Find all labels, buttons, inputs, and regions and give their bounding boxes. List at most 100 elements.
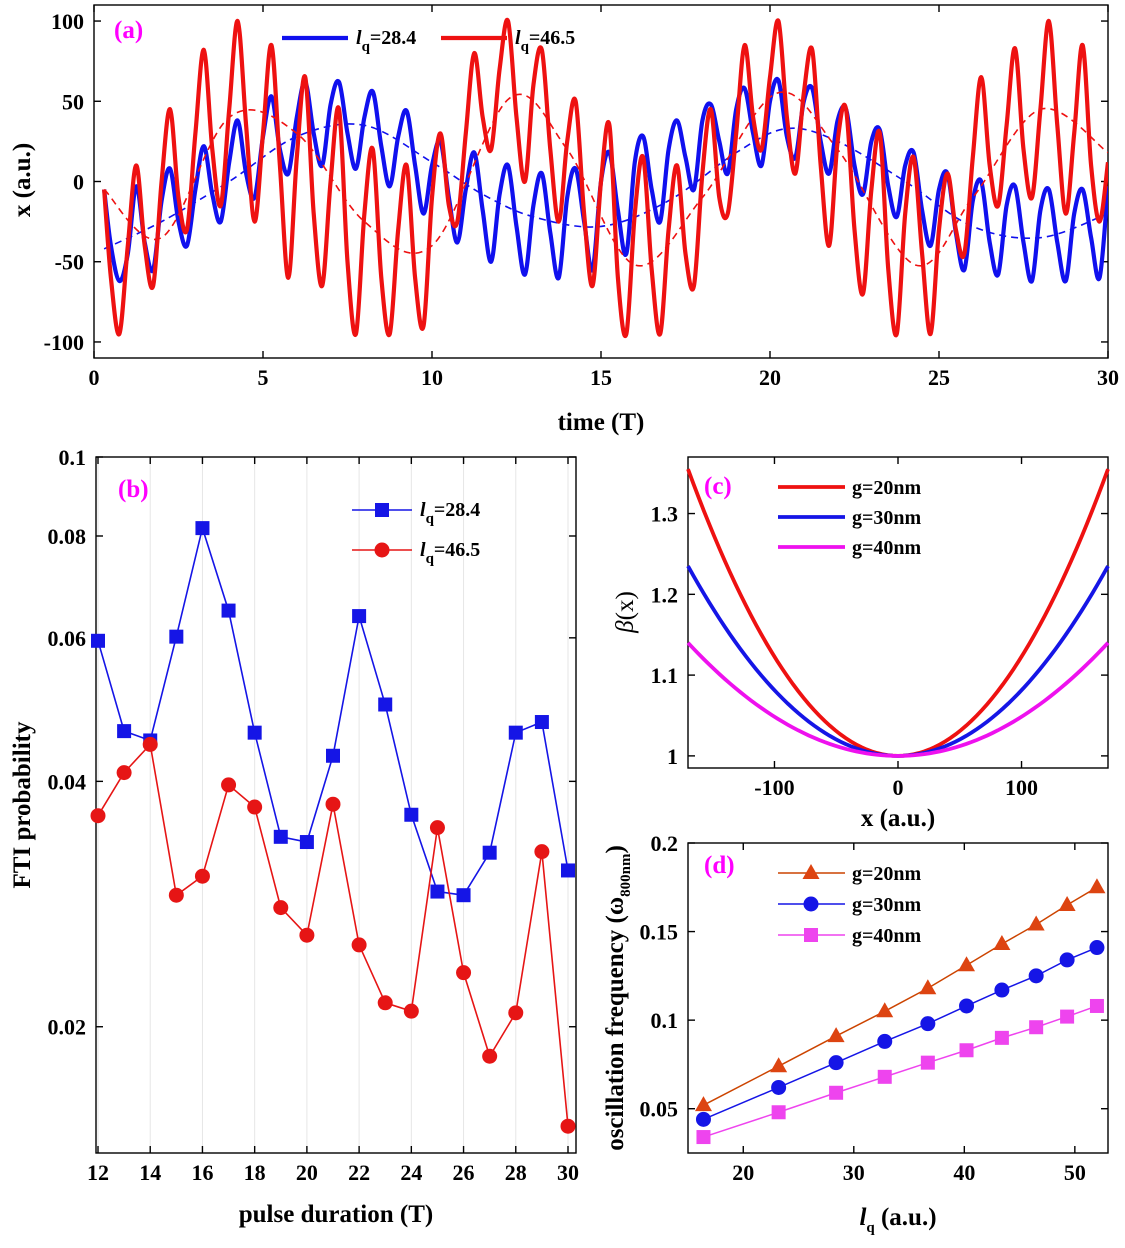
series-1-line bbox=[102, 17, 1108, 339]
legend-b-entry-0: lq=28.4 bbox=[420, 499, 480, 527]
circle-marker bbox=[325, 796, 341, 812]
square-marker bbox=[247, 725, 262, 740]
triangle-marker bbox=[1027, 915, 1045, 931]
legend-b-entry-0-sub: q bbox=[426, 511, 435, 527]
circle-marker bbox=[508, 1005, 524, 1021]
square-marker bbox=[430, 884, 445, 899]
circle-marker bbox=[456, 965, 472, 981]
circle-marker bbox=[168, 887, 184, 903]
x-tick-label: 30 bbox=[1097, 365, 1119, 390]
x-tick-label: 20 bbox=[296, 1160, 318, 1185]
y-tick-label: 1.3 bbox=[651, 502, 679, 527]
square-marker bbox=[273, 829, 288, 844]
square-marker bbox=[404, 807, 419, 822]
triangle-marker bbox=[802, 864, 820, 879]
panel-3-axes: 20 30 40 50 0.05 0.1 0.15 0.2 bbox=[640, 831, 1109, 1185]
y-tick-label: 0.02 bbox=[48, 1015, 87, 1040]
square-marker bbox=[326, 748, 340, 763]
x-tick-label: 18 bbox=[244, 1160, 266, 1185]
circle-marker bbox=[90, 808, 106, 824]
circle-marker bbox=[877, 1033, 893, 1049]
x-tick-label: 26 bbox=[453, 1160, 475, 1185]
square-marker bbox=[195, 521, 210, 536]
y-tick-label: 0.04 bbox=[48, 769, 87, 794]
circle-marker bbox=[534, 844, 550, 860]
circle-marker bbox=[221, 777, 237, 793]
x-tick-label: 15 bbox=[590, 365, 612, 390]
triangle-marker bbox=[1058, 896, 1076, 911]
y-tick-label: -100 bbox=[44, 330, 84, 355]
x-tick-label: 28 bbox=[505, 1160, 527, 1185]
x-tick-label: 16 bbox=[191, 1160, 213, 1185]
legend-entry-1: lq=46.5 bbox=[515, 27, 575, 55]
circle-marker bbox=[1028, 968, 1044, 984]
y-tick-label: 50 bbox=[62, 89, 84, 114]
square-marker bbox=[352, 609, 367, 624]
circle-marker bbox=[351, 937, 367, 953]
circle-marker bbox=[920, 1016, 936, 1032]
series-d-0-line bbox=[703, 886, 1098, 1106]
series-b-1-group bbox=[90, 736, 576, 1134]
y-tick-label: 0.1 bbox=[651, 1008, 679, 1033]
legend-b-entry-1-sub: q bbox=[426, 551, 435, 567]
panel-2-frame bbox=[687, 456, 1109, 769]
x-tick-label: 30 bbox=[843, 1160, 865, 1185]
y-axis-label-d-main: oscillation frequency (ω bbox=[602, 897, 629, 1151]
y-axis-label-c: β(x) bbox=[612, 591, 639, 634]
series-b-0-group bbox=[91, 521, 575, 903]
series-c-2-curve bbox=[686, 641, 1110, 758]
square-marker bbox=[169, 629, 184, 644]
panel-label-c: (c) bbox=[704, 473, 732, 500]
x-tick-label: 100 bbox=[1005, 775, 1038, 800]
square-marker bbox=[829, 1085, 844, 1100]
series-1-group bbox=[102, 17, 1108, 339]
square-marker bbox=[1089, 998, 1104, 1013]
y-tick-label: 0.06 bbox=[48, 626, 87, 651]
y-axis-label-a: x (a.u.) bbox=[9, 143, 36, 217]
series-d-2-line bbox=[703, 1005, 1098, 1138]
circle-marker bbox=[828, 1055, 844, 1071]
series-d-0-group bbox=[694, 878, 1106, 1112]
y-axis-label-d-rest: ) bbox=[602, 845, 629, 853]
legend-c-entry-0: g=20nm bbox=[852, 477, 922, 499]
square-marker bbox=[959, 1043, 974, 1058]
x-tick-label: 25 bbox=[928, 365, 950, 390]
y-tick-label: -50 bbox=[55, 250, 84, 275]
x-tick-label: 0 bbox=[893, 775, 904, 800]
triangle-marker bbox=[958, 956, 976, 972]
square-marker bbox=[804, 928, 818, 942]
y-axis-label-c-main: β bbox=[612, 620, 639, 634]
x-tick-label: 5 bbox=[258, 365, 269, 390]
y-tick-label: 1 bbox=[667, 744, 678, 769]
panel-1-axes: 12 14 16 18 20 22 24 26 28 30 0.02 0.04 0.06 0.08 0.1 bbox=[48, 445, 580, 1185]
panel-2-axes: -100 0 100 1 1.1 1.2 1.3 bbox=[651, 456, 1109, 800]
x-tick-label: 40 bbox=[953, 1160, 975, 1185]
x-tick-label: 14 bbox=[139, 1160, 161, 1185]
legend-d-entry-1: g=30nm bbox=[852, 894, 922, 916]
circle-marker bbox=[695, 1111, 711, 1127]
square-marker bbox=[696, 1130, 711, 1145]
x-axis-label-d: lq (a.u.) bbox=[859, 1204, 936, 1236]
series-0-line bbox=[102, 76, 1108, 284]
circle-marker bbox=[142, 736, 158, 752]
circle-marker bbox=[1089, 940, 1105, 956]
legend-entry-1-sub: q bbox=[521, 39, 530, 55]
series-d-1-group bbox=[695, 940, 1105, 1127]
y-tick-label: 1.2 bbox=[651, 582, 679, 607]
circle-marker bbox=[994, 982, 1010, 998]
legend-entry-1-rest: =46.5 bbox=[529, 27, 575, 49]
triangle-marker bbox=[827, 1027, 845, 1043]
series-d-1-line bbox=[703, 946, 1098, 1121]
legend-entry-0-sub: q bbox=[362, 39, 371, 55]
x-tick-label: 30 bbox=[557, 1160, 579, 1185]
panel-label-b: (b) bbox=[118, 476, 149, 503]
y-axis-label-c-rest: (x) bbox=[612, 591, 639, 620]
circle-marker bbox=[299, 927, 315, 943]
x-tick-label: 50 bbox=[1064, 1160, 1086, 1185]
y-tick-label: 0.05 bbox=[640, 1097, 679, 1122]
square-marker bbox=[117, 724, 132, 739]
circle-marker bbox=[803, 896, 819, 912]
x-axis-label-d-main: l bbox=[859, 1204, 866, 1231]
circle-marker bbox=[482, 1048, 498, 1064]
